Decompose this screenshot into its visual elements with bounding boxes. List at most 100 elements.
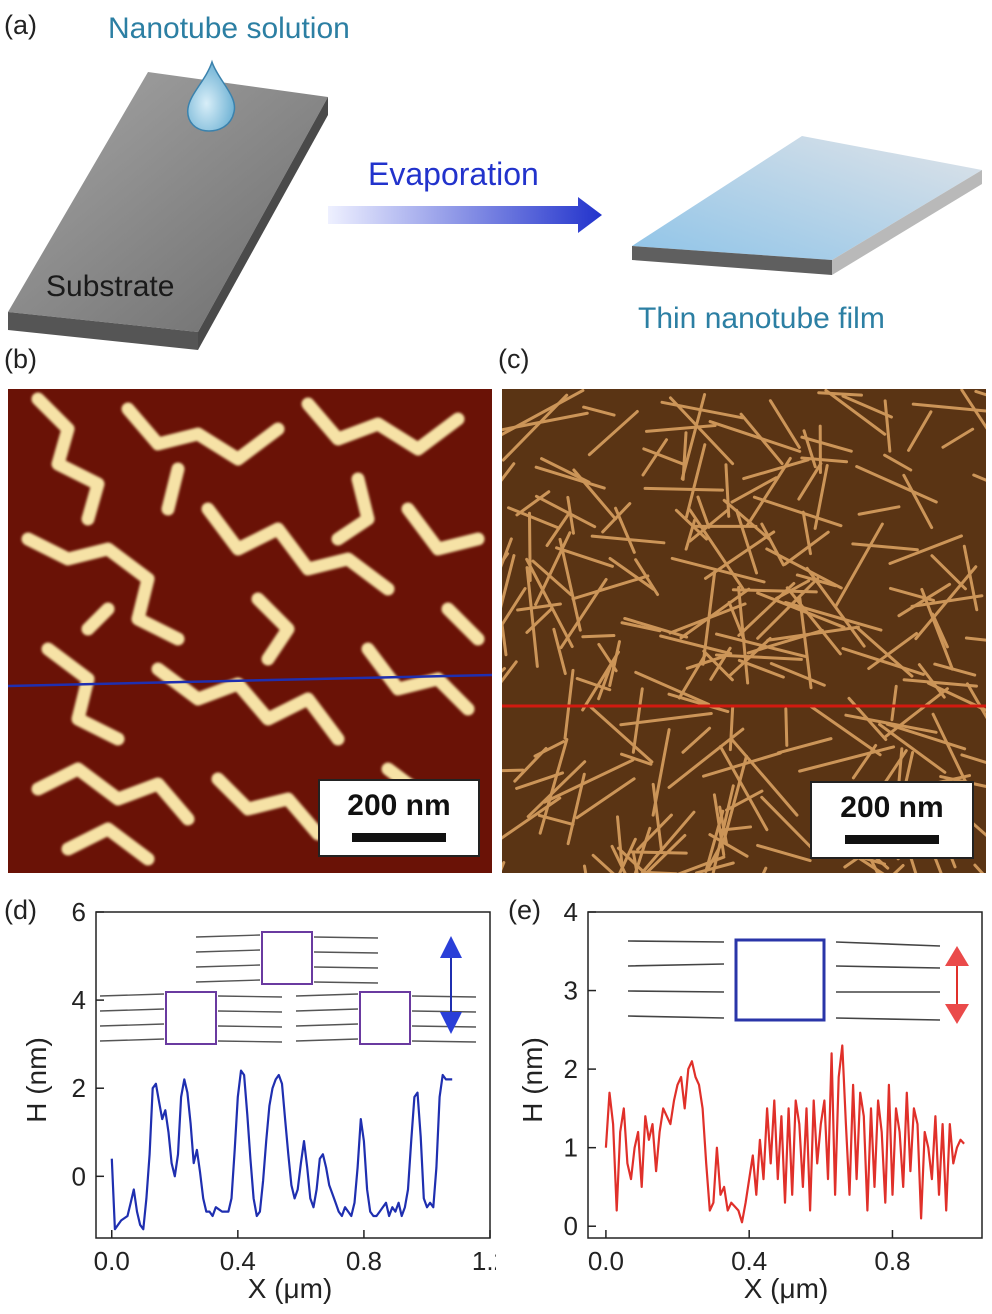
fiber-strand — [525, 566, 539, 668]
fiber-strand — [552, 627, 567, 676]
fiber-strand — [808, 704, 882, 757]
fiber-strand — [543, 758, 635, 804]
fiber-strand — [766, 625, 860, 642]
fiber-strand — [857, 505, 901, 516]
fiber-strand — [878, 722, 947, 774]
fiber-strand — [620, 621, 662, 633]
fiber-strand — [708, 833, 749, 858]
fiber-strand — [760, 522, 785, 567]
fiber-strand — [752, 495, 843, 528]
fiber-strand — [640, 810, 696, 873]
fiber-strand — [960, 389, 986, 430]
fiber-strand — [513, 746, 548, 783]
fiber-strand — [704, 530, 776, 580]
fiber-strand — [761, 866, 768, 873]
fiber-strand — [702, 751, 783, 778]
fiber-strand — [706, 836, 726, 871]
fiber-strand — [801, 510, 812, 556]
nanotube-schematic-e — [627, 938, 941, 1022]
profile-line-b — [8, 673, 492, 688]
fiber-strand — [534, 531, 572, 607]
fiber-strand — [798, 745, 896, 773]
fiber-strand — [718, 745, 769, 832]
thin-film-slab — [632, 136, 982, 275]
fiber-strand — [776, 737, 833, 755]
fiber-strand — [885, 722, 967, 751]
chart-d-ylabel: H (nm) — [21, 1037, 52, 1123]
fiber-strand — [972, 473, 986, 482]
panel-a-label: (a) — [4, 10, 37, 40]
chart-e-xlabel: X (μm) — [744, 1273, 829, 1304]
fiber-strand — [502, 389, 585, 437]
fiber-strand — [515, 771, 565, 790]
fiber-strand — [708, 420, 802, 453]
fiber-strand — [730, 476, 778, 504]
y-tick-label: 4 — [564, 897, 578, 927]
fiber-strand — [680, 393, 707, 481]
fiber-strand — [502, 462, 516, 482]
fiber-strand — [633, 826, 652, 873]
fiber-strand — [962, 544, 979, 612]
fiber-strand — [902, 473, 934, 530]
fiber-strand — [526, 760, 587, 819]
fiber-strand — [907, 849, 918, 873]
fiber-strand — [614, 506, 636, 554]
fiber-strand — [618, 837, 637, 873]
double-arrow-blue-icon — [440, 936, 462, 1034]
fiber-strand — [892, 863, 905, 873]
y-tick-label: 2 — [72, 1073, 86, 1103]
x-tick-label: 0.4 — [220, 1246, 256, 1276]
fiber-strand — [930, 554, 967, 591]
fiber-strand — [575, 677, 612, 692]
fiber-strand — [926, 681, 986, 712]
fiber-strand — [735, 508, 759, 575]
fiber-strand — [674, 508, 709, 541]
fiber-strand — [502, 623, 508, 657]
y-tick-label: 1 — [564, 1133, 578, 1163]
y-tick-label: 6 — [72, 897, 86, 927]
fiber-strand — [855, 465, 938, 504]
panel-d-label: (d) — [4, 895, 37, 925]
fiber-strand — [502, 393, 569, 462]
fiber-strand — [911, 402, 986, 413]
fiber-strand — [907, 410, 933, 452]
fiber-strand — [931, 612, 949, 649]
fiber-strand — [841, 647, 925, 676]
fiber-strand — [515, 490, 551, 517]
fiber-strand — [659, 634, 733, 656]
fiber-strand — [502, 660, 518, 684]
fiber-strand — [800, 456, 849, 464]
afm-image-b-features — [8, 392, 492, 866]
fiber-strand — [798, 596, 813, 690]
fiber-strand — [883, 453, 913, 472]
fiber-strand — [641, 438, 669, 477]
fiber-strand — [643, 870, 678, 873]
afm-image-c: 200 nm — [502, 389, 986, 873]
fiber-strand — [563, 668, 575, 740]
fiber-strand — [610, 844, 627, 873]
height-profile-line-d — [110, 1069, 453, 1231]
fiber-strand — [572, 468, 617, 521]
scale-bar-c-label: 200 nm — [840, 791, 944, 824]
x-tick-label: 0.4 — [731, 1246, 767, 1276]
chart-d: 0 2 4 6 0.0 0.4 0.8 1.2 H (nm) X (μm) — [21, 897, 496, 1304]
fiber-strand — [756, 576, 820, 640]
fiber-strand — [841, 394, 893, 419]
fiber-strand — [644, 833, 687, 873]
panel-e-label: (e) — [508, 895, 541, 925]
fiber-strand — [709, 646, 732, 681]
afm-image-b: 200 nm — [8, 389, 492, 873]
fiber-strand — [851, 743, 878, 780]
fiber-strand — [714, 653, 803, 661]
fiber-strand — [502, 587, 527, 628]
y-tick-label: 4 — [72, 985, 86, 1015]
evaporation-arrow-icon — [328, 197, 602, 233]
fiber-strand — [527, 511, 532, 583]
fiber-strand — [616, 815, 624, 865]
droplet-icon — [187, 59, 236, 132]
fiber-strand — [642, 447, 685, 466]
fiber-strand — [608, 556, 655, 591]
fiber-strand — [591, 853, 615, 873]
fiber-strand — [631, 687, 644, 754]
fiber-strand — [890, 684, 898, 722]
